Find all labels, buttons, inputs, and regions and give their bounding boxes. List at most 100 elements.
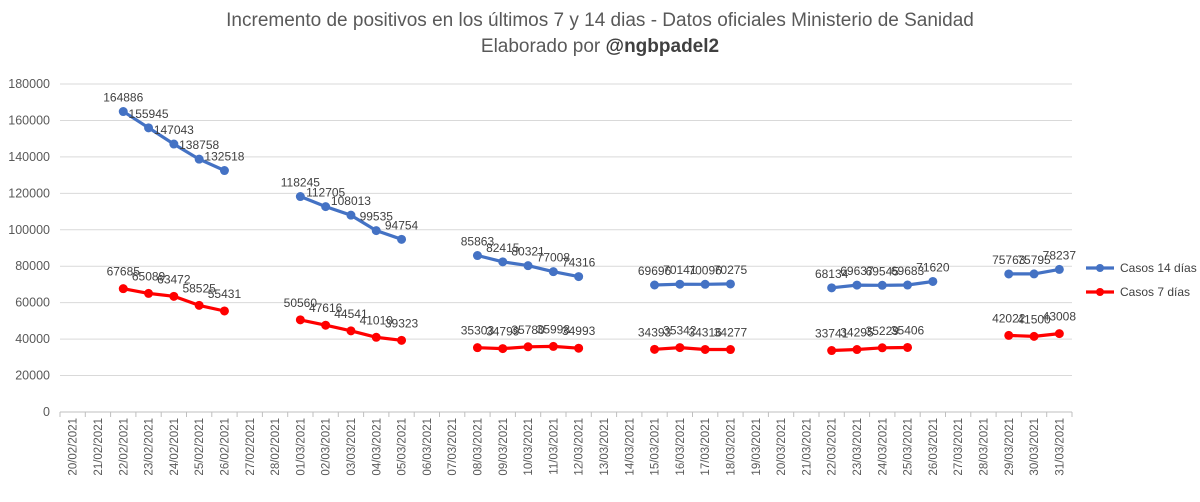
- series-point-0: [675, 279, 685, 289]
- subtitle-prefix: Elaborado por: [481, 36, 606, 57]
- x-tick-label: 30/03/2021: [1029, 418, 1041, 476]
- series-point-1: [397, 335, 407, 345]
- series-point-0: [827, 283, 837, 293]
- data-label-0: 138758: [179, 138, 219, 152]
- data-label-0: 69696: [638, 264, 672, 278]
- series-point-0: [928, 276, 938, 286]
- data-label-1: 39323: [385, 316, 419, 330]
- series-point-1: [118, 284, 128, 294]
- x-tick-label: 31/03/2021: [1054, 418, 1066, 476]
- series-point-1: [523, 342, 533, 352]
- axis-layer: 0 20000 40000 60000 80000 100000 120000 140000 1…: [8, 77, 1073, 476]
- series-point-0: [852, 280, 862, 290]
- x-tick-label: 19/03/2021: [751, 418, 763, 476]
- series-point-0: [321, 202, 331, 212]
- x-tick-label: 12/03/2021: [574, 418, 586, 476]
- x-tick-label: 01/03/2021: [295, 418, 307, 476]
- series-point-1: [194, 300, 204, 310]
- data-label-0: 70141: [663, 263, 697, 277]
- series-point-1: [725, 345, 735, 355]
- data-label-0: 69683: [891, 264, 925, 278]
- x-tick-label: 28/02/2021: [270, 418, 282, 476]
- x-tick-label: 18/03/2021: [725, 418, 737, 476]
- legend-marker-1: [1096, 288, 1104, 296]
- series-point-0: [725, 279, 735, 289]
- data-label-0: 70275: [714, 263, 748, 277]
- x-tick-label: 27/03/2021: [953, 418, 965, 476]
- data-label-0: 69637: [840, 264, 874, 278]
- series-point-1: [346, 326, 356, 336]
- y-tick-label: 0: [43, 405, 50, 419]
- y-tick-label: 40000: [15, 332, 50, 346]
- data-label-1: 35998: [537, 322, 571, 336]
- y-tick-label: 140000: [8, 150, 50, 164]
- series-point-1: [700, 344, 710, 354]
- data-label-0: 75763: [992, 253, 1026, 267]
- series-point-1: [675, 343, 685, 353]
- data-label-1: 43008: [1043, 310, 1077, 324]
- series-point-1: [650, 344, 660, 354]
- y-tick-label: 160000: [8, 113, 50, 127]
- series-point-1: [472, 343, 482, 353]
- series-point-1: [1054, 329, 1064, 339]
- y-tick-label: 180000: [8, 77, 50, 91]
- x-tick-label: 24/02/2021: [169, 418, 181, 476]
- series-point-0: [1054, 264, 1064, 274]
- x-tick-label: 24/03/2021: [877, 418, 889, 476]
- x-tick-label: 21/03/2021: [801, 418, 813, 476]
- series-point-1: [852, 345, 862, 355]
- data-label-0: 155945: [129, 107, 169, 121]
- y-tick-label: 80000: [15, 259, 50, 273]
- data-label-1: 42022: [992, 311, 1026, 325]
- series-point-0: [194, 154, 204, 164]
- x-tick-label: 20/03/2021: [776, 418, 788, 476]
- data-label-1: 34277: [714, 326, 748, 340]
- data-label-1: 35342: [663, 324, 697, 338]
- series-point-1: [144, 288, 154, 298]
- data-label-1: 67685: [107, 265, 141, 279]
- series-point-1: [827, 346, 837, 356]
- data-label-1: 34393: [638, 325, 672, 339]
- x-tick-label: 03/03/2021: [346, 418, 358, 476]
- x-tick-label: 22/03/2021: [827, 418, 839, 476]
- x-tick-label: 11/03/2021: [548, 418, 560, 475]
- series-point-1: [903, 342, 913, 352]
- series-line-0: [653, 282, 733, 287]
- series-point-0: [574, 272, 584, 282]
- series-line-1: [830, 345, 910, 353]
- series-point-0: [397, 234, 407, 244]
- x-tick-label: 07/03/2021: [447, 418, 459, 476]
- data-label-1: 58525: [182, 281, 216, 295]
- series-point-0: [472, 251, 482, 261]
- series-point-1: [295, 315, 305, 325]
- data-label-0: 99535: [360, 210, 394, 224]
- data-label-0: 108013: [331, 194, 371, 208]
- x-tick-label: 14/03/2021: [624, 418, 636, 476]
- series-layer: [118, 107, 1064, 356]
- grid-layer: [60, 83, 1072, 377]
- y-tick-label: 60000: [15, 296, 50, 310]
- chart-subtitle: Elaborado por @ngbpadel2: [481, 36, 719, 57]
- legend-label-0: Casos 14 días: [1120, 261, 1197, 275]
- data-label-0: 164886: [103, 91, 143, 105]
- data-label-1: 35780: [511, 323, 545, 337]
- series-line-1: [653, 346, 733, 352]
- x-tick-label: 04/03/2021: [371, 418, 383, 476]
- data-label-0: 85863: [461, 235, 495, 249]
- data-label-1: 41500: [1017, 312, 1051, 326]
- data-label-0: 68134: [815, 267, 849, 281]
- data-label-0: 112705: [306, 186, 345, 200]
- x-tick-label: 25/03/2021: [903, 418, 915, 476]
- series-point-0: [523, 261, 533, 271]
- data-label-1: 47616: [309, 301, 343, 315]
- x-tick-label: 17/03/2021: [700, 418, 712, 476]
- series-point-0: [219, 166, 229, 176]
- series-point-1: [1004, 330, 1014, 340]
- series-point-0: [1029, 269, 1039, 279]
- x-tick-label: 10/03/2021: [523, 418, 535, 476]
- x-tick-label: 26/02/2021: [219, 418, 231, 476]
- y-tick-label: 120000: [8, 186, 50, 200]
- series-point-0: [118, 107, 128, 117]
- subtitle-handle: @ngbpadel2: [606, 36, 720, 57]
